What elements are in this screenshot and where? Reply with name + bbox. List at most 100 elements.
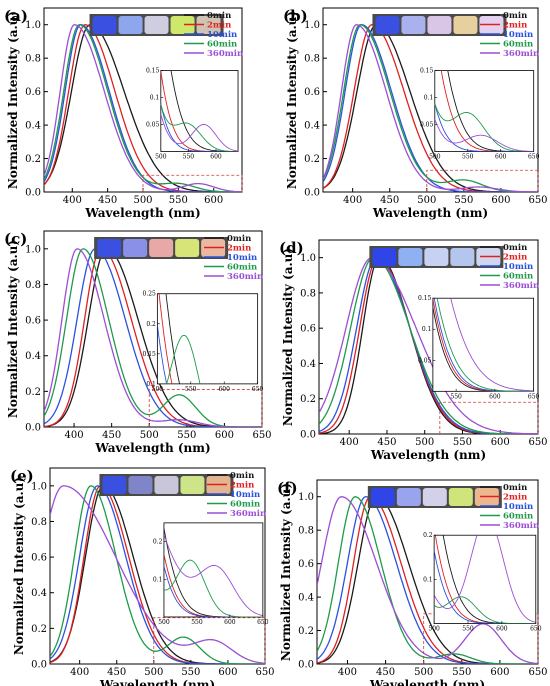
series-group — [50, 485, 265, 664]
y-tick-label: 1.0 — [298, 492, 314, 503]
y-tick-label: 0.4 — [298, 593, 314, 604]
inset-series-group — [160, 70, 239, 152]
sample-photo — [154, 476, 179, 494]
y-tick-label: 1.0 — [31, 481, 47, 492]
legend-label-2min: 2min — [503, 493, 527, 503]
y-axis-label: Normalized Intensity (a.u) — [279, 483, 293, 661]
sample-photo — [128, 476, 153, 494]
sample-photo — [370, 488, 395, 506]
x-tick-label: 400 — [338, 667, 357, 678]
plot-frame — [49, 467, 266, 665]
sample-photo — [118, 16, 143, 34]
y-tick-label: 0.4 — [25, 351, 41, 362]
legend-label-60min: 60min — [503, 272, 533, 282]
legend-label-0min: 0min — [503, 11, 527, 21]
series-line-60min — [50, 485, 265, 664]
inset-line-360min — [434, 535, 536, 623]
x-tick-label: 500 — [417, 195, 436, 206]
inset-x-tick-label: 650 — [528, 393, 540, 400]
y-tick-label: 0.4 — [31, 588, 47, 599]
legend-label-2min: 2min — [503, 21, 527, 31]
x-tick-label: 550 — [454, 195, 473, 206]
y-tick-label: 0.2 — [304, 154, 320, 165]
x-tick-label: 500 — [414, 667, 433, 678]
series-group — [323, 24, 538, 192]
inset-x-tick-label: 500 — [428, 626, 440, 633]
y-tick-label: 0.8 — [25, 280, 41, 291]
legend-label-2min: 2min — [230, 481, 254, 491]
series-line-60min — [319, 256, 538, 434]
y-tick-label: 0.6 — [25, 87, 41, 98]
sample-photo — [398, 248, 423, 266]
panel-a: 400 450 500 550 600 0.0 0.2 0.4 0.6 0.8 1.0 Wavelen… — [4, 7, 243, 220]
y-tick-label: 0.2 — [25, 154, 41, 165]
inset-y-tick-label: 0.15 — [143, 351, 157, 358]
series-line-360min — [317, 496, 538, 664]
inset-frame — [434, 70, 535, 152]
x-tick-label: 650 — [252, 430, 271, 441]
x-axis-label: Wavelength (nm) — [94, 441, 210, 455]
y-tick-label: 0.6 — [25, 316, 41, 327]
legend-label-10min: 10min — [503, 502, 533, 512]
inset-y-tick-label: 0.05 — [146, 122, 160, 129]
sample-photo — [170, 16, 195, 34]
x-tick-label: 500 — [133, 195, 152, 206]
sample-photo — [450, 248, 475, 266]
inset-line-10min — [160, 103, 238, 152]
inset-x-tick-label: 500 — [152, 386, 164, 393]
panel-label: (f) — [277, 479, 298, 497]
y-tick-label: 0.0 — [304, 188, 320, 199]
x-tick-label: 600 — [491, 195, 510, 206]
inset-line-10min — [163, 565, 263, 617]
inset-line-60min — [434, 596, 536, 624]
x-tick-label: 550 — [181, 667, 200, 678]
inset-x-tick-label: 650 — [530, 626, 542, 633]
legend-label-10min: 10min — [227, 253, 257, 263]
sample-photo — [92, 16, 117, 34]
legend-label-360min: 360min — [207, 49, 243, 59]
inset-y-tick-label: 0.1 — [146, 381, 156, 388]
series-line-10min — [50, 485, 265, 664]
x-tick-label: 450 — [380, 195, 399, 206]
panel-b: 400 450 500 550 600 650 0.0 0.2 0.4 0.6 0.8 1.0 Wave… — [283, 7, 548, 220]
inset-x-tick-label: 600 — [218, 386, 230, 393]
inset-x-tick-label: 500 — [155, 154, 167, 161]
legend-label-0min: 0min — [227, 234, 251, 244]
inset-line-60min — [160, 104, 238, 152]
inset-frame — [163, 522, 264, 618]
y-tick-label: 0.6 — [31, 553, 47, 564]
inset-y-tick-label: 0.15 — [418, 295, 432, 302]
sample-photo — [448, 488, 473, 506]
y-tick-label: 0.8 — [298, 526, 314, 537]
inset-x-tick-label: 600 — [489, 393, 501, 400]
series-line-360min — [323, 24, 538, 192]
legend-label-2min: 2min — [503, 253, 527, 263]
zoom-region — [426, 169, 539, 192]
panel-f: 400 450 500 550 600 650 0.0 0.2 0.4 0.6 0.8 1.0 Wave… — [277, 479, 548, 686]
series-line-10min — [323, 24, 538, 192]
inset-y-tick-label: 0.2 — [423, 532, 433, 539]
x-tick-label: 600 — [215, 430, 234, 441]
inset-plot: 500 550 600 650 0.1 0.2 — [153, 522, 269, 626]
sample-photo — [175, 239, 200, 257]
legend-label-10min: 10min — [230, 490, 260, 500]
legend-label-2min: 2min — [227, 244, 251, 254]
series-line-60min — [317, 496, 538, 664]
series-line-2min — [44, 24, 242, 192]
inset-y-tick-label: 0.2 — [153, 539, 163, 546]
x-tick-label: 600 — [491, 437, 510, 448]
zoom-region — [142, 174, 243, 192]
sample-photo — [97, 239, 122, 257]
legend-label-60min: 60min — [207, 40, 237, 50]
series-line-60min — [44, 24, 242, 192]
series-line-2min — [323, 24, 538, 192]
legend-label-2min: 2min — [207, 21, 231, 31]
panel-label: (b) — [283, 7, 308, 25]
panel-d: 400 450 500 550 600 650 0.0 0.2 0.4 0.6 0.8 1.0 Wave… — [279, 239, 548, 462]
legend-label-0min: 0min — [207, 11, 231, 21]
legend-label-10min: 10min — [207, 30, 237, 40]
inset-y-tick-label: 0.15 — [420, 68, 434, 75]
inset-series-group — [432, 298, 534, 392]
x-tick-label: 600 — [490, 667, 509, 678]
legend-label-60min: 60min — [503, 512, 533, 522]
